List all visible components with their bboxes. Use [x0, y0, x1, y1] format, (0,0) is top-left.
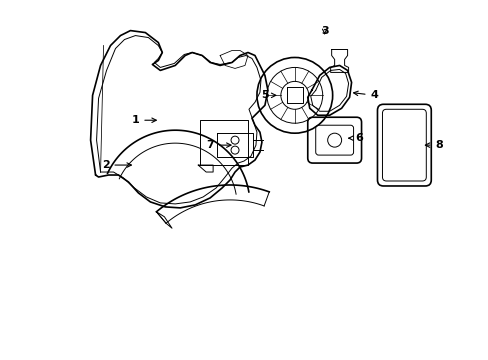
- Text: 7: 7: [206, 140, 230, 150]
- Text: 8: 8: [425, 140, 442, 150]
- Text: 3: 3: [320, 26, 328, 36]
- Text: 4: 4: [353, 90, 378, 100]
- Text: 5: 5: [261, 90, 275, 100]
- Text: 1: 1: [131, 115, 156, 125]
- Text: 2: 2: [102, 160, 131, 170]
- Text: 6: 6: [348, 133, 363, 143]
